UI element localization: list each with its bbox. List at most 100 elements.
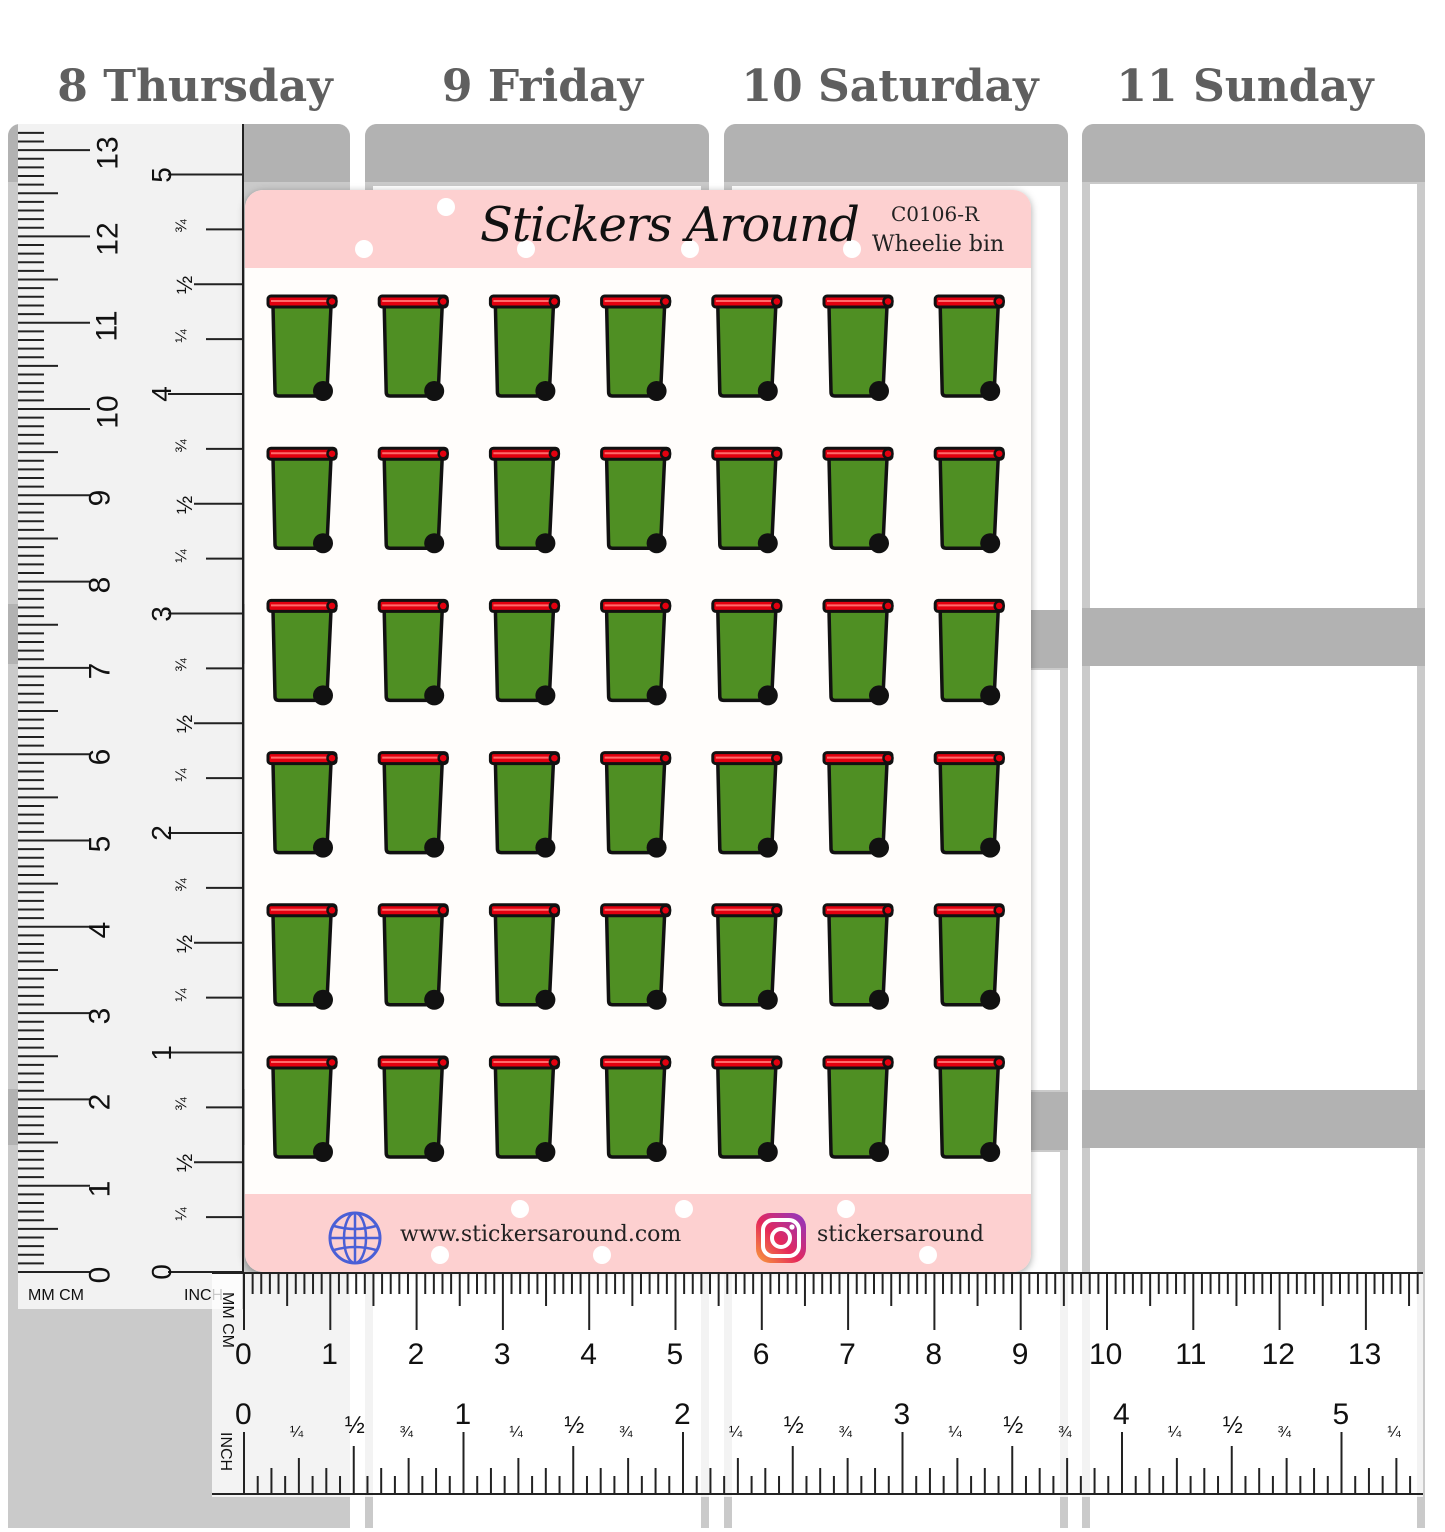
wheelie-bin-icon [600, 903, 672, 1010]
vertical-ruler-fraction-label: ¼ [173, 768, 191, 782]
horizontal-ruler-cm-label: 2 [407, 1338, 425, 1371]
vertical-ruler-cm-label: 11 [90, 310, 124, 342]
vertical-ruler-fraction-label: ¾ [173, 1097, 191, 1112]
decor-dot [837, 1200, 855, 1218]
vertical-ruler-fraction-label: ½ [172, 1154, 198, 1173]
wheelie-bin-icon [933, 598, 1005, 706]
wheelie-bin-icon [711, 294, 783, 401]
wheelie-bin-icon [488, 751, 561, 858]
column-header-band [365, 124, 709, 182]
wheelie-bin-icon [488, 294, 561, 401]
wheelie-bin-icon [822, 1055, 894, 1162]
vertical-ruler-cm-label: 6 [83, 748, 117, 766]
vertical-ruler-fraction-label: ¾ [173, 878, 191, 892]
vertical-ruler-fraction-label: ½ [172, 934, 198, 953]
horizontal-ruler-inch-label: 1 [454, 1398, 472, 1431]
wheelie-bin-icon [266, 294, 338, 401]
horizontal-ruler-fraction-label: ¾ [399, 1424, 413, 1441]
horizontal-ruler-cm-label: 1 [321, 1338, 338, 1371]
wheelie-bin-icon [933, 1055, 1005, 1162]
wheelie-bin-icon [377, 903, 449, 1010]
wheelie-bin-icon [377, 751, 449, 858]
sticker-sheet: Stickers Around C0106-R Wheelie bin www.… [245, 190, 1031, 1272]
wheelie-bin-icon [711, 903, 783, 1010]
product-name: Wheelie bin [872, 232, 1005, 257]
wheelie-bin-icon [600, 294, 672, 401]
wheelie-bin-icon [266, 446, 338, 554]
decor-dot [843, 240, 861, 258]
vertical-ruler-inch-label: 0 [145, 1264, 177, 1280]
horizontal-ruler-fraction-label: ¾ [838, 1424, 852, 1441]
vertical-ruler-cm-label: 4 [83, 921, 117, 939]
horizontal-ruler-fraction-label: ½ [344, 1412, 365, 1439]
horizontal-ruler-cm-label: 11 [1175, 1338, 1207, 1371]
decor-dot [675, 1200, 693, 1218]
column-divider-band [1082, 1090, 1425, 1148]
decor-dot [517, 240, 535, 258]
vertical-ruler-fraction-label: ¾ [173, 439, 191, 453]
vertical-ruler-inch-label: 3 [145, 605, 177, 622]
website-link[interactable]: www.stickersaround.com [400, 1222, 682, 1247]
horizontal-ruler-unit-inch: INCH [217, 1432, 234, 1472]
vertical-ruler-fraction-label: ¾ [173, 219, 191, 234]
vertical-ruler-fraction-label: ¼ [173, 329, 191, 343]
day-header-friday: 9 Friday [441, 61, 644, 112]
vertical-ruler-cm-label: 13 [91, 136, 125, 170]
wheelie-bin-icon [711, 446, 783, 554]
horizontal-ruler-cm-label: 12 [1261, 1338, 1295, 1371]
horizontal-ruler-cm-label: 3 [493, 1338, 511, 1371]
horizontal-ruler-unit-mm-cm: MM CM [219, 1292, 236, 1348]
vertical-ruler: 0 1 2 3 4 5 6 7 8 9 10 11 12 13 0 ¼ ½ ¾ 1 ¼ ½ ¾ 2 ¼ ½ ¾ 3 ¼ ½ ¾ 4 ¼ ½ ¾ 5 … [18, 124, 244, 1309]
sheet-footer: www.stickersaround.com stickersaround [245, 1194, 1031, 1272]
wheelie-bin-icon [488, 598, 561, 706]
wheelie-bin-icon [266, 1055, 338, 1162]
wheelie-bin-icon [933, 446, 1005, 554]
wheelie-bin-icon [377, 1055, 449, 1162]
horizontal-ruler-inch-label: 0 [235, 1398, 252, 1431]
wheelie-bin-icon [600, 446, 672, 554]
day-header-sunday: 11 Sunday [1116, 61, 1374, 112]
horizontal-ruler-fraction-label: ¼ [1387, 1424, 1401, 1441]
wheelie-bin-icon [933, 294, 1005, 401]
horizontal-ruler-cm-label: 5 [666, 1338, 684, 1371]
vertical-ruler-cm-label: 8 [83, 576, 117, 593]
decor-dot [593, 1246, 611, 1264]
horizontal-ruler-cm-label: 8 [925, 1338, 943, 1371]
decor-dot [681, 240, 699, 258]
vertical-ruler-fraction-label: ¾ [173, 658, 191, 673]
vertical-ruler-fraction-label: ½ [172, 276, 198, 295]
horizontal-ruler-fraction-label: ¼ [948, 1424, 962, 1441]
horizontal-ruler-fraction-label: ¾ [1277, 1424, 1291, 1441]
horizontal-ruler: 0 1 2 3 4 5 6 7 8 9 10 11 12 13 0 ¼ ½ ¾ 1 ¼ ½ ¾ 2 ¼ ½ ¾ 3 ¼ ½ ¾ 4 ¼ ½ ¾ 5 ¼… [212, 1272, 1423, 1497]
vertical-ruler-cm-label: 1 [83, 1180, 117, 1198]
globe-icon [328, 1211, 382, 1265]
horizontal-ruler-fraction-label: ¼ [728, 1424, 743, 1441]
wheelie-bin-icon [933, 903, 1005, 1010]
vertical-ruler-cm-label: 5 [83, 835, 117, 852]
horizontal-ruler-inch-label: 5 [1332, 1398, 1350, 1431]
horizontal-ruler-inch-label: 3 [893, 1398, 911, 1431]
day-header-saturday: 10 Saturday [741, 61, 1039, 112]
instagram-icon [756, 1213, 806, 1263]
wheelie-bin-icon [266, 598, 338, 706]
vertical-ruler-cm-label: 3 [83, 1007, 117, 1025]
vertical-ruler-cm-label: 7 [83, 662, 117, 680]
vertical-ruler-fraction-label: ½ [172, 715, 198, 734]
vertical-ruler-cm-label: 9 [83, 489, 117, 507]
horizontal-ruler-fraction-label: ¾ [1058, 1424, 1072, 1441]
wheelie-bin-icon [600, 598, 672, 706]
wheelie-bin-icon [822, 903, 894, 1010]
horizontal-ruler-cm-label: 4 [580, 1338, 597, 1371]
horizontal-ruler-cm-label: 13 [1347, 1338, 1382, 1371]
column-divider-band [1082, 608, 1425, 666]
wheelie-bin-icon [822, 446, 894, 554]
vertical-ruler-inch-label: 1 [145, 1044, 177, 1061]
horizontal-ruler-fraction-label: ¼ [289, 1424, 304, 1441]
horizontal-ruler-fraction-label: ½ [564, 1412, 585, 1439]
instagram-handle[interactable]: stickersaround [817, 1222, 984, 1247]
sticker-grid [266, 294, 1005, 1162]
horizontal-ruler-inch-label: 2 [674, 1398, 691, 1431]
wheelie-bin-icon [377, 446, 449, 554]
horizontal-ruler-ticks [212, 1272, 1423, 1495]
wheelie-bin-icon [488, 903, 561, 1010]
